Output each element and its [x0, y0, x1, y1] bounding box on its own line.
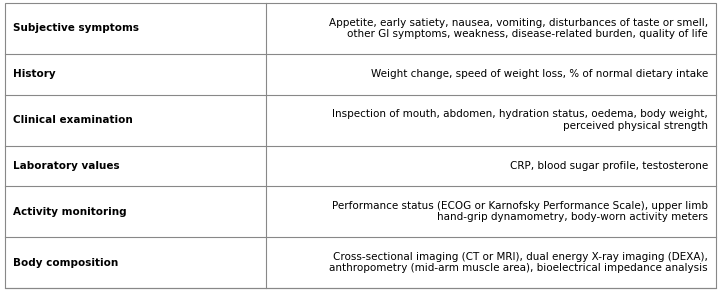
Text: Inspection of mouth, abdomen, hydration status, oedema, body weight,
perceived p: Inspection of mouth, abdomen, hydration …	[332, 109, 708, 131]
Text: Performance status (ECOG or Karnofsky Performance Scale), upper limb
hand-grip d: Performance status (ECOG or Karnofsky Pe…	[332, 201, 708, 222]
Text: Laboratory values: Laboratory values	[13, 161, 120, 171]
Text: Clinical examination: Clinical examination	[13, 115, 133, 125]
Text: Appetite, early satiety, nausea, vomiting, disturbances of taste or smell,
other: Appetite, early satiety, nausea, vomitin…	[329, 18, 708, 39]
Text: Activity monitoring: Activity monitoring	[13, 207, 127, 217]
Text: CRP, blood sugar profile, testosterone: CRP, blood sugar profile, testosterone	[510, 161, 708, 171]
Text: Body composition: Body composition	[13, 258, 118, 267]
Text: Subjective symptoms: Subjective symptoms	[13, 24, 139, 33]
Text: Weight change, speed of weight loss, % of normal dietary intake: Weight change, speed of weight loss, % o…	[371, 69, 708, 79]
Text: Cross-sectional imaging (CT or MRI), dual energy X-ray imaging (DEXA),
anthropom: Cross-sectional imaging (CT or MRI), dua…	[329, 252, 708, 273]
Text: History: History	[13, 69, 56, 79]
